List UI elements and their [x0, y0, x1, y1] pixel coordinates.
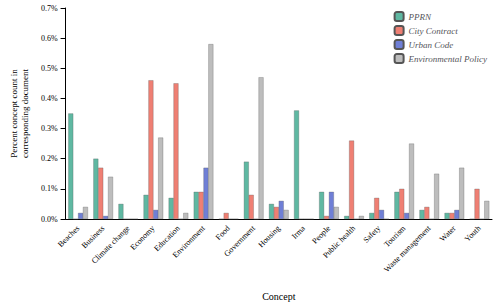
svg-text:PPRN: PPRN	[408, 12, 432, 22]
svg-text:Economy: Economy	[128, 223, 157, 252]
svg-text:Climate change: Climate change	[90, 224, 132, 266]
svg-text:Education: Education	[152, 223, 182, 254]
svg-text:Concept: Concept	[262, 291, 296, 302]
svg-text:Food: Food	[214, 224, 232, 242]
svg-text:Waste management: Waste management	[382, 223, 433, 274]
svg-text:Beaches: Beaches	[56, 224, 81, 249]
svg-text:0.3%: 0.3%	[41, 124, 58, 133]
svg-text:0.1%: 0.1%	[41, 184, 58, 193]
svg-text:Irma: Irma	[290, 223, 307, 240]
svg-text:0.4%: 0.4%	[41, 94, 58, 103]
svg-text:City Contract: City Contract	[409, 26, 459, 36]
svg-text:People: People	[310, 223, 332, 245]
svg-text:Tourism: Tourism	[382, 223, 408, 249]
svg-text:Percent concept count in: Percent concept count in	[9, 69, 19, 158]
svg-text:Environment: Environment	[171, 223, 207, 259]
svg-text:Water: Water	[438, 224, 458, 244]
svg-text:corresponding document: corresponding document	[20, 68, 30, 158]
svg-text:Government: Government	[222, 223, 257, 258]
svg-text:Public health: Public health	[321, 224, 357, 260]
svg-text:0.2%: 0.2%	[41, 154, 58, 163]
svg-text:Urban Code: Urban Code	[409, 40, 454, 50]
svg-text:0.6%: 0.6%	[41, 34, 58, 43]
svg-text:0.0%: 0.0%	[41, 215, 58, 224]
svg-text:Environmental Policy: Environmental Policy	[408, 54, 487, 64]
svg-text:Business: Business	[79, 223, 107, 251]
svg-text:Youth: Youth	[463, 224, 483, 244]
svg-text:0.7%: 0.7%	[41, 4, 58, 13]
svg-text:Safety: Safety	[362, 224, 383, 245]
svg-text:Housing: Housing	[256, 224, 282, 250]
svg-text:0.5%: 0.5%	[41, 64, 58, 73]
